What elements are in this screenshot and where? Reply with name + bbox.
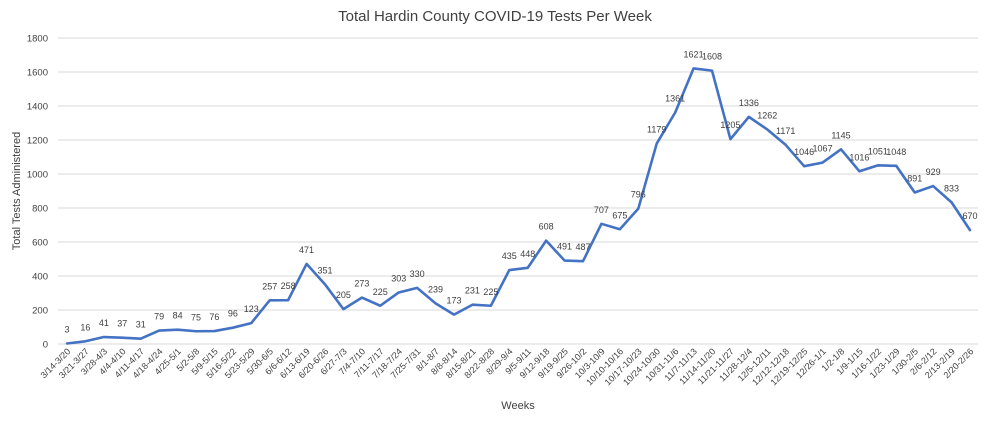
data-label: 435	[502, 251, 517, 261]
data-label: 796	[631, 190, 646, 200]
data-label: 225	[483, 287, 498, 297]
data-label: 1048	[886, 147, 906, 157]
data-label: 1205	[720, 120, 740, 130]
data-label: 84	[173, 311, 183, 321]
data-label: 205	[336, 290, 351, 300]
y-axis-label: Total Tests Administered	[11, 132, 23, 250]
data-label: 471	[299, 245, 314, 255]
data-label: 1262	[757, 110, 777, 120]
data-label: 225	[373, 287, 388, 297]
data-label: 79	[154, 312, 164, 322]
series-line	[65, 67, 972, 345]
y-tick-label: 1400	[27, 102, 48, 113]
data-label: 123	[244, 304, 259, 314]
data-label: 41	[99, 318, 109, 328]
y-axis-ticks: 0 200 400 600 800 1000 1200 1400 1600 1800	[27, 34, 48, 351]
data-label: 1171	[776, 126, 795, 136]
y-tick-label: 600	[32, 238, 48, 249]
data-label: 707	[594, 205, 609, 215]
data-label: 929	[926, 167, 941, 177]
y-tick-label: 1800	[27, 34, 48, 45]
chart-title: Total Hardin County COVID-19 Tests Per W…	[338, 8, 652, 25]
data-label: 330	[410, 269, 425, 279]
data-label: 1336	[739, 98, 759, 108]
data-label: 1179	[647, 125, 666, 135]
data-label: 1051	[868, 146, 888, 156]
y-tick-label: 200	[32, 306, 48, 317]
data-label: 1067	[813, 144, 833, 154]
data-label: 257	[262, 281, 277, 291]
data-label: 351	[317, 265, 332, 275]
x-axis-label: Weeks	[501, 400, 535, 412]
data-label: 37	[117, 319, 127, 329]
data-label: 3	[64, 324, 69, 334]
gridlines	[58, 37, 978, 345]
data-label: 258	[281, 281, 296, 291]
data-label: 239	[428, 284, 443, 294]
x-axis-ticks: 3/14-3/203/21-3/273/28-4/34/4-4/104/11-4…	[38, 346, 975, 387]
data-label: 273	[354, 279, 369, 289]
data-label: 31	[136, 320, 146, 330]
y-tick-label: 800	[32, 204, 48, 215]
y-tick-label: 1200	[27, 136, 48, 147]
data-label: 75	[191, 312, 201, 322]
data-label: 96	[228, 309, 238, 319]
data-label: 891	[907, 174, 922, 184]
data-label: 231	[465, 286, 480, 296]
y-tick-label: 400	[32, 272, 48, 283]
y-tick-label: 1600	[27, 68, 48, 79]
data-label: 670	[962, 211, 977, 221]
data-label: 833	[944, 183, 959, 193]
data-label: 1621	[684, 49, 704, 59]
data-label: 1145	[831, 130, 850, 140]
y-tick-label: 0	[43, 340, 48, 351]
data-label: 76	[209, 312, 219, 322]
data-label: 608	[539, 222, 554, 232]
data-label: 448	[520, 249, 535, 259]
y-tick-label: 1000	[27, 170, 48, 181]
data-label: 1361	[665, 94, 685, 104]
data-label: 1046	[794, 147, 814, 157]
data-label: 491	[557, 242, 572, 252]
data-label: 173	[446, 296, 461, 306]
data-label: 1608	[702, 52, 722, 62]
data-label: 1016	[849, 152, 869, 162]
data-label: 487	[575, 242, 590, 252]
series-layer	[65, 67, 972, 345]
data-label: 16	[80, 322, 90, 332]
data-label: 675	[612, 210, 627, 220]
data-label: 303	[391, 273, 406, 283]
